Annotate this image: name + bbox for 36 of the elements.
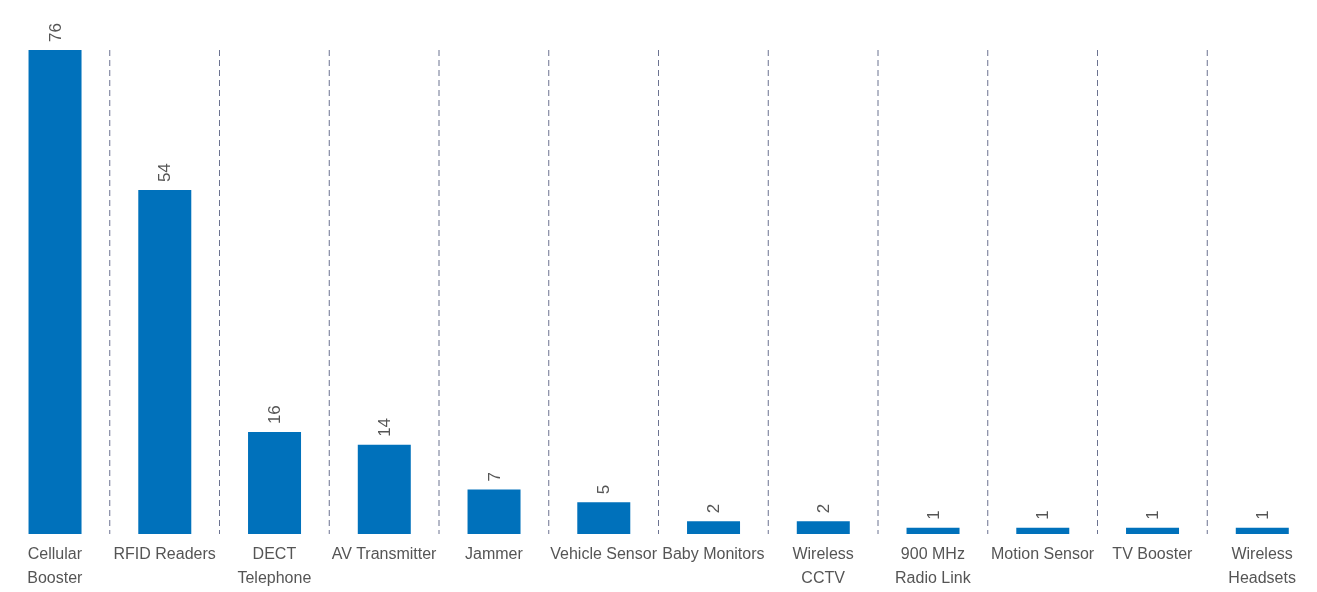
data-label: 2 — [813, 503, 833, 514]
bar — [796, 521, 850, 534]
bar — [467, 489, 521, 534]
bar — [906, 527, 960, 534]
bar — [138, 190, 192, 534]
data-label: 5 — [594, 484, 614, 495]
bar — [577, 502, 631, 534]
data-label: 16 — [265, 405, 285, 425]
data-label: 1 — [1143, 510, 1163, 520]
bar — [1126, 527, 1180, 534]
bar — [687, 521, 741, 534]
data-label: 1 — [923, 510, 943, 520]
x-tick-label: Vehicle Sensor — [550, 545, 658, 563]
x-tick-label: Cellular Booster — [27, 545, 84, 587]
bar — [28, 50, 82, 534]
bar — [1016, 527, 1070, 534]
data-label: 7 — [484, 471, 504, 482]
x-tick-label: RFID Readers — [113, 545, 216, 563]
bar — [357, 444, 411, 534]
data-label: 1 — [1252, 510, 1272, 520]
x-tick-label: Baby Monitors — [662, 545, 765, 563]
data-label: 1 — [1033, 510, 1053, 520]
x-tick-label: AV Transmitter — [331, 545, 438, 563]
x-tick-label: TV Booster — [1112, 545, 1194, 563]
x-tick-label: Motion Sensor — [991, 545, 1095, 563]
data-label: 54 — [155, 163, 175, 183]
x-tick-label: Wireless Headsets — [1228, 545, 1296, 587]
bar — [1235, 527, 1289, 534]
x-tick-label: 900 MHz Radio Link — [895, 545, 972, 587]
bar — [248, 432, 302, 534]
x-tick-label: Jammer — [464, 545, 524, 563]
x-tick-label: Wireless CCTV — [792, 545, 854, 587]
data-label: 76 — [45, 23, 65, 42]
data-label: 14 — [374, 417, 394, 437]
x-tick-label: DECT Telephone — [237, 545, 312, 587]
data-label: 2 — [704, 503, 724, 514]
